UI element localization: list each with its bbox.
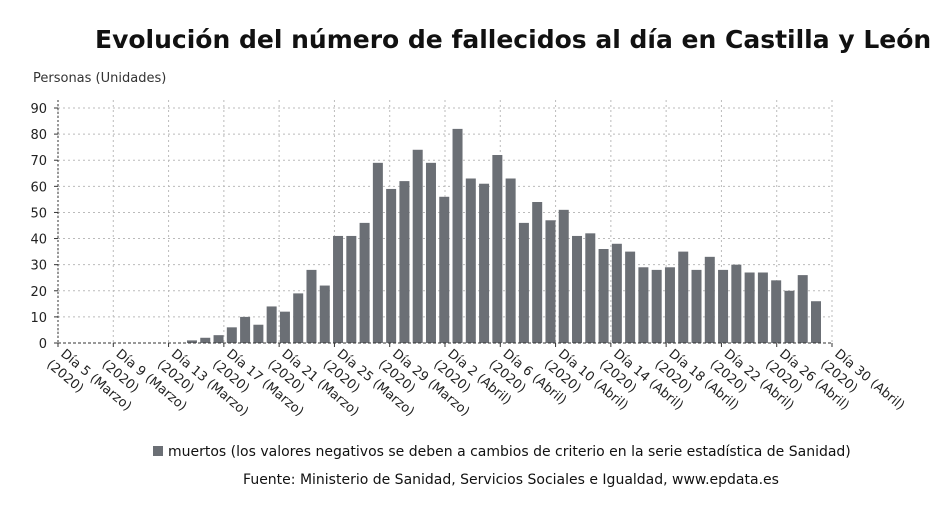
bar bbox=[811, 301, 821, 343]
bar bbox=[479, 183, 490, 343]
bar bbox=[372, 162, 383, 343]
bar bbox=[452, 128, 463, 343]
bar bbox=[678, 251, 689, 343]
y-tick-label: 70 bbox=[30, 154, 47, 169]
chart-title: Evolución del número de fallecidos al dí… bbox=[95, 25, 931, 54]
bar bbox=[425, 162, 436, 343]
bar bbox=[518, 222, 529, 343]
bar bbox=[625, 251, 636, 343]
x-ticks: Día 5 (Marzo)(2020) Día 9 (Marzo)(2020) Dí… bbox=[43, 343, 907, 420]
y-tick-label: 50 bbox=[30, 206, 47, 221]
y-tick-label: 40 bbox=[30, 233, 47, 248]
bar bbox=[718, 269, 729, 343]
bar bbox=[664, 267, 675, 343]
bar bbox=[757, 272, 768, 343]
bar bbox=[319, 285, 330, 343]
bar bbox=[611, 243, 622, 343]
bars bbox=[58, 128, 832, 344]
legend-swatch bbox=[153, 446, 163, 456]
bar bbox=[253, 324, 264, 343]
y-tick-label: 60 bbox=[30, 180, 47, 195]
bar bbox=[240, 316, 251, 343]
bar bbox=[465, 178, 476, 343]
bar bbox=[279, 311, 290, 343]
y-tick-label: 30 bbox=[30, 259, 47, 274]
bar bbox=[492, 155, 503, 343]
bar bbox=[439, 196, 450, 343]
bar bbox=[545, 220, 556, 343]
bar bbox=[213, 335, 224, 343]
bar bbox=[532, 202, 543, 343]
bar bbox=[691, 269, 702, 343]
bar bbox=[797, 275, 808, 343]
bar bbox=[293, 293, 304, 343]
y-ticks: 0 10 20 30 40 50 60 70 80 90 bbox=[30, 100, 59, 352]
bar bbox=[598, 249, 609, 343]
y-tick-label: 20 bbox=[30, 285, 47, 300]
bar bbox=[333, 235, 344, 343]
y-axis-label: Personas (Unidades) bbox=[33, 71, 166, 86]
y-tick-label: 0 bbox=[39, 337, 47, 352]
bar bbox=[704, 256, 715, 343]
bar bbox=[744, 272, 755, 343]
bar bbox=[558, 209, 569, 343]
bar bbox=[731, 264, 742, 343]
bar bbox=[266, 306, 277, 343]
bar bbox=[651, 269, 662, 343]
bar bbox=[638, 267, 649, 343]
bar bbox=[346, 235, 357, 343]
bar bbox=[226, 327, 237, 343]
bar bbox=[771, 280, 782, 343]
y-tick-label: 80 bbox=[30, 128, 47, 143]
bar bbox=[359, 222, 370, 343]
legend-label: muertos (los valores negativos se deben … bbox=[168, 444, 851, 460]
bar bbox=[306, 269, 317, 343]
bar bbox=[572, 235, 583, 343]
bar bbox=[386, 188, 397, 343]
bar bbox=[399, 181, 410, 343]
bar bbox=[585, 233, 596, 343]
source-note: Fuente: Ministerio de Sanidad, Servicios… bbox=[243, 472, 779, 488]
y-tick-label: 90 bbox=[30, 102, 47, 117]
bar bbox=[186, 340, 197, 343]
bar bbox=[412, 149, 423, 343]
y-tick-label: 10 bbox=[30, 311, 47, 326]
legend: muertos (los valores negativos se deben … bbox=[153, 444, 851, 460]
bar bbox=[505, 178, 516, 343]
bar bbox=[200, 337, 211, 343]
bar bbox=[784, 290, 795, 343]
